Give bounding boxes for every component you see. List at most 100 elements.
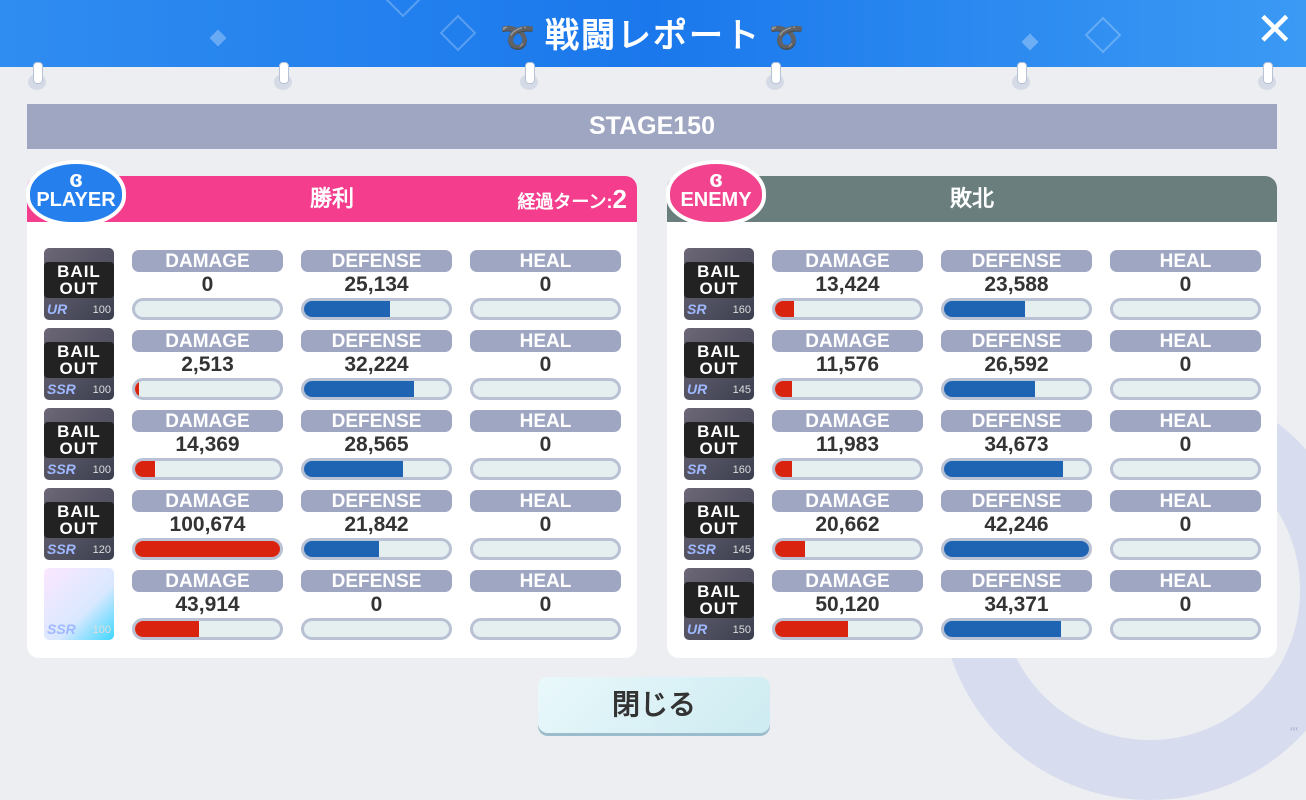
heal-label: HEAL [470, 330, 621, 352]
damage-stat: DAMAGE 13,424 [772, 250, 923, 320]
enemy-member-row: BAIL OUT SSR 145 DAMAGE 20,662 DEFENSE 42,… [667, 488, 1277, 560]
heal-label: HEAL [470, 570, 621, 592]
enemy-member-row: BAIL OUT UR 150 DAMAGE 50,120 DEFENSE 34,3… [667, 568, 1277, 640]
member-avatar[interactable]: BAIL OUT UR 150 [684, 568, 754, 640]
heal-value: 0 [1179, 433, 1192, 456]
heal-stat: HEAL 0 [470, 330, 621, 400]
wing-icon: ɞ [69, 166, 83, 193]
damage-stat: DAMAGE 50,120 [772, 570, 923, 640]
level-label: 145 [732, 384, 751, 396]
heal-value: 0 [1179, 513, 1192, 536]
defense-stat: DEFENSE 32,224 [301, 330, 452, 400]
member-avatar[interactable]: SSR 100 [44, 568, 114, 640]
player-member-row: SSR 100 DAMAGE 43,914 DEFENSE 0 HEAL 0 [27, 568, 637, 640]
avatar-status: BAIL OUT [684, 502, 754, 538]
damage-value: 50,120 [815, 593, 880, 616]
player-member-row: BAIL OUT SSR 100 DAMAGE 14,369 DEFENSE 28,… [27, 408, 637, 480]
damage-bar [772, 298, 923, 320]
close-button[interactable]: 閉じる [538, 677, 770, 733]
defense-bar-fill [944, 381, 1036, 397]
turn-value: 2 [612, 184, 627, 214]
enemy-badge: ɞ ENEMY [666, 160, 766, 226]
damage-label: DAMAGE [132, 570, 283, 592]
damage-value: 11,983 [815, 433, 880, 456]
avatar-status: BAIL OUT [44, 342, 114, 378]
damage-bar [772, 378, 923, 400]
heal-stat: HEAL 0 [470, 410, 621, 480]
level-label: 160 [732, 304, 751, 316]
defense-value: 32,224 [344, 353, 409, 376]
defense-bar-fill [944, 301, 1026, 317]
avatar-status: BAIL OUT [684, 342, 754, 378]
defense-stat: DEFENSE 25,134 [301, 250, 452, 320]
member-avatar[interactable]: BAIL OUT SSR 120 [44, 488, 114, 560]
heal-bar [1110, 458, 1261, 480]
defense-bar-fill [304, 541, 380, 557]
member-avatar[interactable]: BAIL OUT SR 160 [684, 248, 754, 320]
heal-bar [470, 618, 621, 640]
heal-value: 0 [1179, 273, 1192, 296]
turn-label: 経過ターン: [517, 192, 613, 212]
damage-bar [132, 458, 283, 480]
defense-label: DEFENSE [301, 330, 452, 352]
member-avatar[interactable]: BAIL OUT UR 100 [44, 248, 114, 320]
heal-bar [1110, 298, 1261, 320]
damage-label: DAMAGE [772, 250, 923, 272]
heal-label: HEAL [470, 410, 621, 432]
defense-stat: DEFENSE 21,842 [301, 490, 452, 560]
defense-bar-fill [944, 541, 1089, 557]
defense-value: 26,592 [984, 353, 1049, 376]
heal-label: HEAL [470, 250, 621, 272]
rarity-label: SR [687, 301, 707, 317]
player-member-row: BAIL OUT SSR 100 DAMAGE 2,513 DEFENSE 32,2… [27, 328, 637, 400]
defense-value: 34,673 [984, 433, 1049, 456]
heal-bar [470, 538, 621, 560]
avatar-status: BAIL OUT [684, 422, 754, 458]
defense-label: DEFENSE [941, 330, 1092, 352]
damage-bar [772, 538, 923, 560]
level-label: 100 [92, 624, 111, 636]
level-label: 100 [92, 464, 111, 476]
damage-bar-fill [135, 621, 199, 637]
defense-bar [941, 378, 1092, 400]
damage-bar-fill [775, 381, 792, 397]
wing-icon: ➰ [769, 22, 806, 53]
member-avatar[interactable]: BAIL OUT SSR 145 [684, 488, 754, 560]
defense-label: DEFENSE [941, 250, 1092, 272]
damage-stat: DAMAGE 14,369 [132, 410, 283, 480]
damage-value: 11,576 [815, 353, 880, 376]
defense-bar [301, 458, 452, 480]
level-label: 145 [732, 544, 751, 556]
avatar-status: BAIL OUT [44, 502, 114, 538]
damage-label: DAMAGE [772, 570, 923, 592]
member-avatar[interactable]: BAIL OUT SSR 100 [44, 408, 114, 480]
defense-stat: DEFENSE 34,673 [941, 410, 1092, 480]
heal-value: 0 [539, 353, 552, 376]
pin-decoration [765, 62, 785, 90]
defense-bar [301, 538, 452, 560]
damage-value: 43,914 [175, 593, 240, 616]
enemy-result: 敗北 [949, 186, 994, 211]
defense-label: DEFENSE [301, 490, 452, 512]
pin-decoration [27, 62, 47, 90]
close-icon[interactable]: ✕ [1255, 3, 1294, 55]
heal-stat: HEAL 0 [1110, 250, 1261, 320]
member-avatar[interactable]: BAIL OUT SSR 100 [44, 328, 114, 400]
rarity-label: SSR [687, 541, 716, 557]
defense-value: 34,371 [984, 593, 1049, 616]
defense-label: DEFENSE [941, 410, 1092, 432]
player-member-row: BAIL OUT SSR 120 DAMAGE 100,674 DEFENSE 21… [27, 488, 637, 560]
damage-stat: DAMAGE 0 [132, 250, 283, 320]
damage-value: 0 [201, 273, 214, 296]
member-avatar[interactable]: BAIL OUT SR 160 [684, 408, 754, 480]
player-header: 勝利 経過ターン:2 [27, 176, 637, 222]
enemy-member-row: BAIL OUT UR 145 DAMAGE 11,576 DEFENSE 26,5… [667, 328, 1277, 400]
wing-icon: ɞ [709, 166, 723, 193]
damage-bar-fill [775, 301, 794, 317]
enemy-panel: 敗北 BAIL OUT SR 160 DAMAGE 13,424 DEFENSE 2… [667, 176, 1277, 658]
defense-value: 25,134 [344, 273, 409, 296]
defense-label: DEFENSE [941, 570, 1092, 592]
damage-label: DAMAGE [132, 490, 283, 512]
defense-bar-fill [304, 381, 415, 397]
member-avatar[interactable]: BAIL OUT UR 145 [684, 328, 754, 400]
